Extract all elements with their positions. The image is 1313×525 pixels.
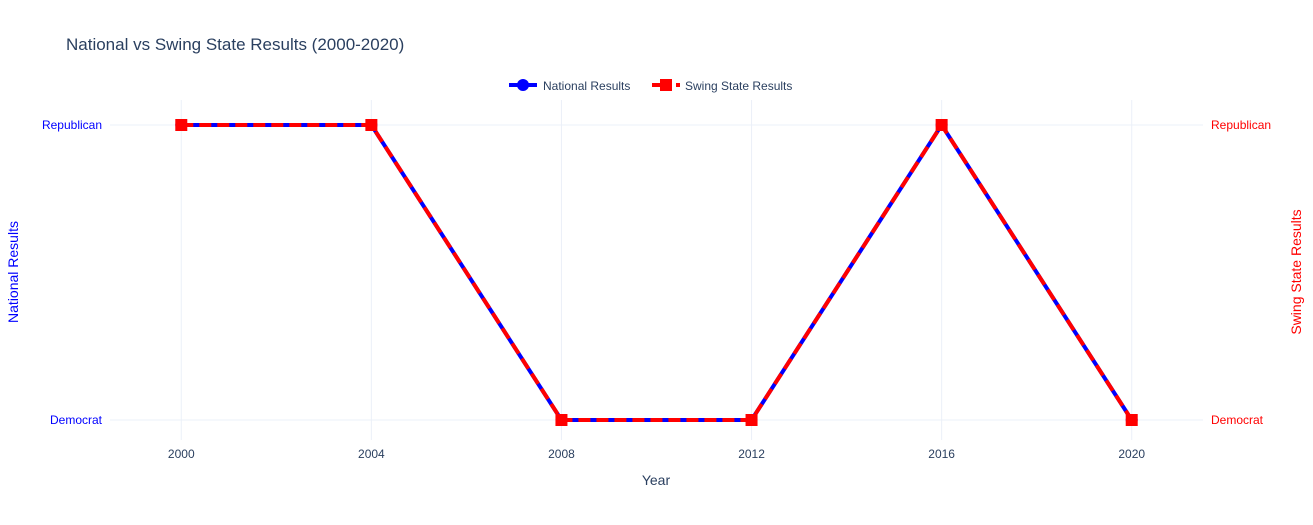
point-swing-2012 xyxy=(745,414,758,426)
series-line-swing xyxy=(181,123,1134,422)
legend[interactable]: National Results Swing State Results xyxy=(509,79,792,93)
point-swing-2020 xyxy=(1125,414,1138,426)
series-layer xyxy=(175,119,1138,426)
x-tick-label-2004: 2004 xyxy=(358,447,385,461)
point-swing-2008 xyxy=(555,414,568,426)
point-swing-2004 xyxy=(365,119,378,131)
x-tick-label-2016: 2016 xyxy=(928,447,955,461)
x-tick-label-2012: 2012 xyxy=(738,447,765,461)
y-axis-left-title: National Results xyxy=(5,221,21,323)
legend-swing-label: Swing State Results xyxy=(685,79,792,93)
legend-national-marker xyxy=(517,79,529,91)
y-right-tick-democrat: Democrat xyxy=(1211,413,1264,427)
x-tick-label-2000: 2000 xyxy=(168,447,195,461)
legend-item-national[interactable]: National Results xyxy=(509,79,630,93)
x-axis-title: Year xyxy=(642,472,671,488)
point-swing-2000 xyxy=(175,119,188,131)
legend-swing-marker xyxy=(660,79,672,91)
y-axis-right-title: Swing State Results xyxy=(1288,209,1304,334)
legend-item-swing[interactable]: Swing State Results xyxy=(652,79,792,93)
x-tick-label-2008: 2008 xyxy=(548,447,575,461)
legend-national-label: National Results xyxy=(543,79,630,93)
y-axis-right: Democrat Republican xyxy=(1211,118,1271,427)
y-right-tick-republican: Republican xyxy=(1211,118,1271,132)
x-axis: 2000 2004 2008 2012 2016 2020 xyxy=(168,447,1145,461)
chart-title: National vs Swing State Results (2000-20… xyxy=(66,35,404,54)
y-left-tick-republican: Republican xyxy=(42,118,102,132)
x-tick-label-2020: 2020 xyxy=(1118,447,1145,461)
y-left-tick-democrat: Democrat xyxy=(50,413,103,427)
point-swing-2016 xyxy=(935,119,948,131)
y-axis-left: Democrat Republican xyxy=(42,118,103,427)
